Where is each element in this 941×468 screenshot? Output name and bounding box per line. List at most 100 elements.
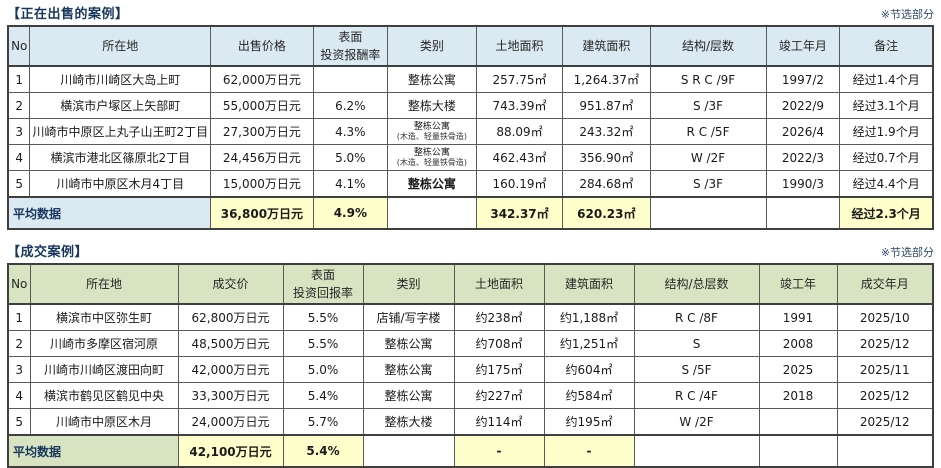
cell-structure: R C /4F xyxy=(633,382,760,409)
average-row: 平均数据 42,100万日元 5.4% - - xyxy=(7,434,934,468)
cell-location: 川崎市川崎区大岛上町 xyxy=(29,65,212,93)
category-main: 整栋公寓 xyxy=(413,121,450,132)
cell-deal-date: 2025/11 xyxy=(836,356,934,383)
average-land-area: 342.37㎡ xyxy=(475,196,564,230)
header-deal-date: 成交年月 xyxy=(836,263,934,305)
average-category xyxy=(362,434,455,468)
sale-section: 【正在出售的案例】 ※节选部分 No 所在地 出售价格 表面 投资报酬率 类别 … xyxy=(7,0,934,230)
cell-yield: 4.1% xyxy=(312,170,388,198)
table-row: 2 横滨市户塚区上矢部町 55,000万日元 6.2% 整栋大楼 743.39㎡… xyxy=(7,92,934,119)
table-row: 2 川崎市多摩区宿河原 48,500万日元 5.5% 整栋公寓 约708㎡ 约1… xyxy=(7,330,934,357)
cell-remark: 经过4.4个月 xyxy=(839,170,934,198)
cell-location: 横滨市户塚区上矢部町 xyxy=(29,92,212,119)
header-no: No xyxy=(7,25,31,67)
cell-built: 2022/9 xyxy=(765,92,841,119)
cell-yield: 5.0% xyxy=(282,356,364,383)
average-row: 平均数据 36,800万日元 4.9% 342.37㎡ 620.23㎡ 经过2.… xyxy=(7,196,934,230)
cell-land-area: 462.43㎡ xyxy=(475,144,564,171)
average-built xyxy=(758,434,838,468)
cell-building-area: 约1,188㎡ xyxy=(543,303,635,331)
cell-yield: 5.5% xyxy=(282,330,364,357)
cell-building-area: 约604㎡ xyxy=(543,356,635,383)
average-label: 平均数据 xyxy=(7,434,179,468)
cell-building-area: 约195㎡ xyxy=(543,408,635,436)
average-building-area: 620.23㎡ xyxy=(562,196,651,230)
cell-land-area: 约175㎡ xyxy=(453,356,545,383)
cell-remark: 经过1.4个月 xyxy=(839,65,934,93)
cell-built: 2025 xyxy=(758,356,838,383)
cell-land-area: 257.75㎡ xyxy=(475,65,564,93)
header-land-area: 土地面积 xyxy=(475,25,564,67)
cell-yield: 4.3% xyxy=(312,118,388,145)
average-structure xyxy=(649,196,767,230)
cell-structure: S /3F xyxy=(649,170,767,198)
sale-header-row: No 所在地 出售价格 表面 投资报酬率 类别 土地面积 建筑面积 结构/层数 … xyxy=(7,25,934,67)
sold-section-title: 【成交案例】 xyxy=(7,245,89,260)
cell-no: 5 xyxy=(7,408,31,436)
cell-building-area: 1,264.37㎡ xyxy=(562,65,651,93)
cell-location: 川崎市中原区上丸子山王町2丁目 xyxy=(29,118,212,145)
cell-price: 33,300万日元 xyxy=(177,382,284,409)
cell-structure: S /3F xyxy=(649,92,767,119)
cell-price: 42,000万日元 xyxy=(177,356,284,383)
header-price: 出售价格 xyxy=(210,25,314,67)
cell-location: 横滨市港北区篠原北2丁目 xyxy=(29,144,212,171)
cell-category: 整栋大楼 xyxy=(386,92,477,119)
category-sub: (木造、轻量铁骨造) xyxy=(396,132,468,142)
cell-land-area: 约114㎡ xyxy=(453,408,545,436)
table-row: 1 川崎市川崎区大岛上町 62,000万日元 整栋公寓 257.75㎡ 1,26… xyxy=(7,65,934,93)
header-no: No xyxy=(7,263,31,305)
cell-land-area: 743.39㎡ xyxy=(475,92,564,119)
average-price: 42,100万日元 xyxy=(177,434,284,468)
cell-yield: 6.2% xyxy=(312,92,388,119)
header-yield: 表面 投资报酬率 xyxy=(312,25,388,67)
cell-building-area: 约1,251㎡ xyxy=(543,330,635,357)
cell-remark: 经过1.9个月 xyxy=(839,118,934,145)
cell-location: 川崎市中原区木月 xyxy=(29,408,179,436)
cell-structure: S xyxy=(633,330,760,357)
average-building-area: - xyxy=(543,434,635,468)
cell-price: 55,000万日元 xyxy=(210,92,314,119)
cell-price: 24,456万日元 xyxy=(210,144,314,171)
category-main: 整栋公寓 xyxy=(413,147,450,158)
category-sub: (木造、轻量铁骨造) xyxy=(396,158,468,168)
cell-category: 整栋公寓 xyxy=(362,382,455,409)
cell-no: 1 xyxy=(7,65,31,93)
cell-land-area: 约227㎡ xyxy=(453,382,545,409)
cell-category: 整栋公寓 xyxy=(362,356,455,383)
cell-no: 2 xyxy=(7,92,31,119)
cell-category: 整栋公寓 xyxy=(386,65,477,93)
header-land-area: 土地面积 xyxy=(453,263,545,305)
header-building-area: 建筑面积 xyxy=(562,25,651,67)
header-price: 成交价 xyxy=(177,263,284,305)
sale-section-title: 【正在出售的案例】 xyxy=(7,7,129,22)
cell-structure: S /5F xyxy=(633,356,760,383)
excerpt-note: ※节选部分 xyxy=(880,8,934,21)
cell-no: 4 xyxy=(7,382,31,409)
header-location: 所在地 xyxy=(29,263,179,305)
cell-structure: S R C /9F xyxy=(649,65,767,93)
cell-building-area: 243.32㎡ xyxy=(562,118,651,145)
header-location: 所在地 xyxy=(29,25,212,67)
cell-price: 62,800万日元 xyxy=(177,303,284,331)
cell-category: 整栋公寓 (木造、轻量铁骨造) xyxy=(386,144,477,171)
sale-table: No 所在地 出售价格 表面 投资报酬率 类别 土地面积 建筑面积 结构/层数 … xyxy=(7,25,934,230)
cell-structure: W /2F xyxy=(649,144,767,171)
cell-location: 川崎市川崎区渡田向町 xyxy=(29,356,179,383)
table-row: 4 横滨市鹤见区鹤见中央 33,300万日元 5.4% 整栋公寓 约227㎡ 约… xyxy=(7,382,934,409)
cell-location: 川崎市中原区木月4丁目 xyxy=(29,170,212,198)
header-built: 竣工年月 xyxy=(765,25,841,67)
cell-price: 24,000万日元 xyxy=(177,408,284,436)
cell-building-area: 356.90㎡ xyxy=(562,144,651,171)
cell-deal-date: 2025/10 xyxy=(836,303,934,331)
cell-no: 3 xyxy=(7,118,31,145)
average-price: 36,800万日元 xyxy=(210,196,314,230)
header-structure: 结构/层数 xyxy=(649,25,767,67)
header-structure: 结构/总层数 xyxy=(633,263,760,305)
cell-built: 2008 xyxy=(758,330,838,357)
average-structure xyxy=(633,434,760,468)
cell-land-area: 160.19㎡ xyxy=(475,170,564,198)
average-built xyxy=(765,196,841,230)
cell-built: 1997/2 xyxy=(765,65,841,93)
cell-land-area: 88.09㎡ xyxy=(475,118,564,145)
